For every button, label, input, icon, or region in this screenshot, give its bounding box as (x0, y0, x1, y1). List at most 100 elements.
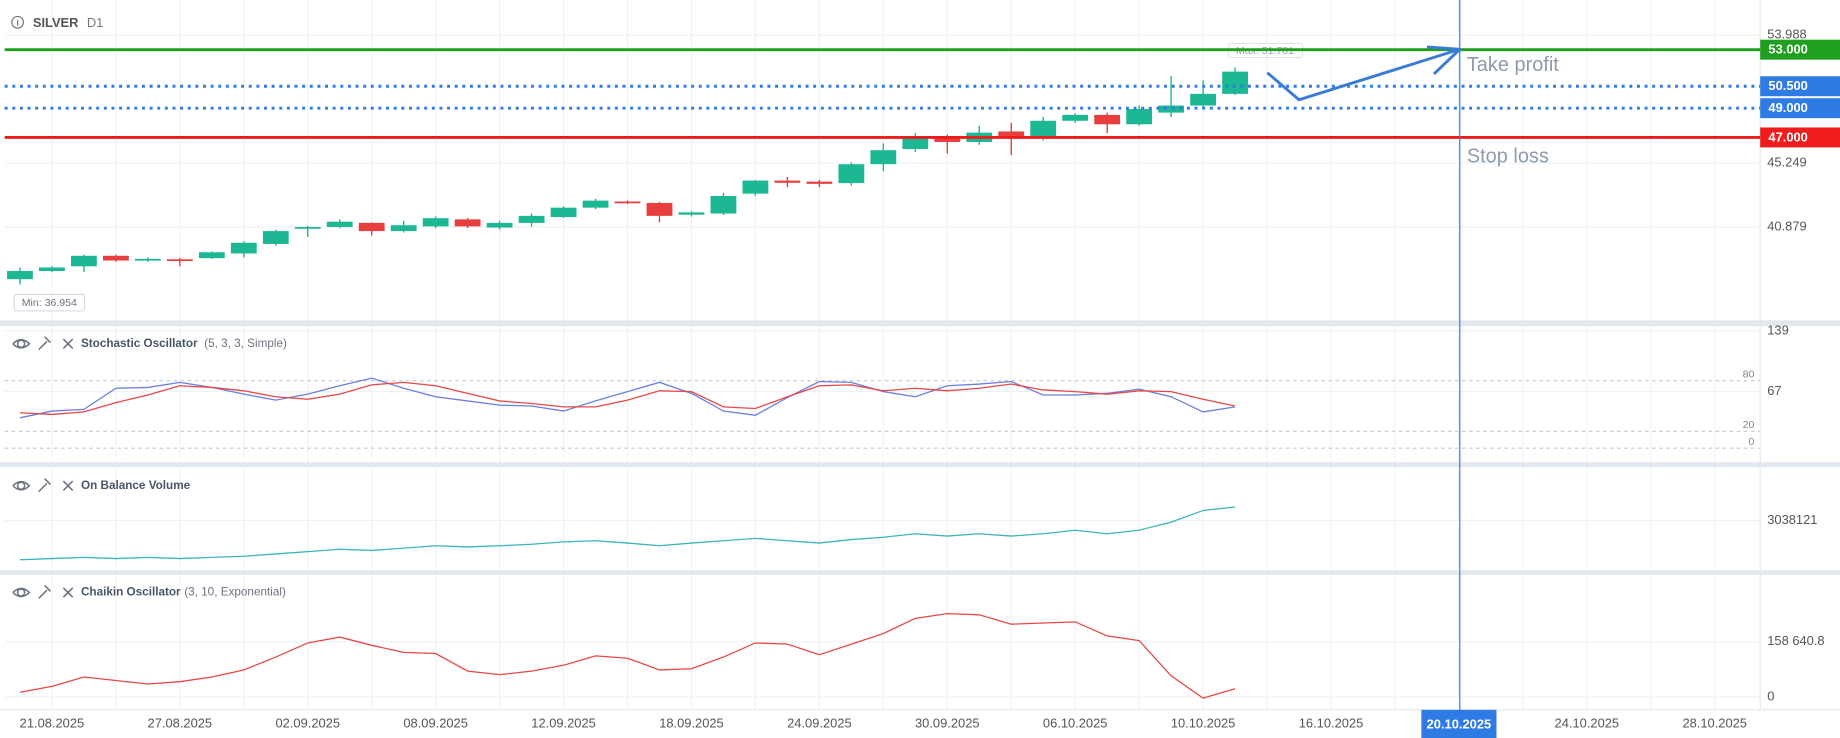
x-tick-label: 16.10.2025 (1299, 715, 1364, 730)
min-label: Min: 36.954 (22, 297, 77, 309)
settings-icon[interactable] (38, 478, 51, 493)
price-level-box (1760, 98, 1840, 119)
x-tick-label: 08.09.2025 (403, 715, 468, 730)
indicator-params: (5, 3, 3, Simple) (204, 337, 287, 350)
settings-icon[interactable] (38, 584, 51, 599)
eye-icon[interactable] (12, 338, 31, 349)
candle-body (742, 180, 769, 194)
x-tick-label: 24.09.2025 (787, 715, 852, 730)
x-tick-label: 18.09.2025 (659, 715, 724, 730)
candle-body (294, 226, 321, 229)
candle-body (358, 222, 385, 232)
candle-body (390, 225, 417, 232)
candle-body (1126, 109, 1153, 125)
indicator-line (19, 506, 1236, 561)
x-tick-label: 28.10.2025 (1682, 715, 1747, 730)
indicator-line (19, 381, 1236, 416)
candle-body (166, 259, 193, 262)
x-tick-label: 30.09.2025 (915, 715, 980, 730)
level-label: 20 (1743, 419, 1755, 431)
y-tick-label: 3038121 (1767, 512, 1817, 527)
candle-body (550, 207, 577, 218)
candle-body (486, 222, 513, 228)
obv-header: On Balance Volume (12, 478, 191, 493)
x-tick-label: 12.09.2025 (531, 715, 596, 730)
x-tick-label: 06.10.2025 (1043, 715, 1108, 730)
level-label: 0 (1748, 436, 1754, 448)
candle-body (774, 180, 801, 183)
pane-separator (0, 320, 1840, 327)
indicator-title: Stochastic Oscillator (81, 337, 198, 350)
marks (4, 48, 1761, 699)
indicator-params: (3, 10, Exponential) (184, 586, 286, 599)
candle-body (678, 212, 705, 215)
y-tick-label: 40.879 (1767, 218, 1806, 233)
x-tick-label: 10.10.2025 (1171, 715, 1236, 730)
chaikin-header: Chaikin Oscillator (3, 10, Exponential) (12, 584, 286, 599)
y-tick-label: 158 640.8 (1767, 633, 1824, 648)
candle-body (614, 201, 641, 204)
close-icon[interactable] (62, 587, 74, 598)
stop-loss-label: Stop loss (1467, 145, 1549, 167)
candle-body (422, 218, 449, 227)
price-level-box (1760, 39, 1840, 60)
candle-body (70, 255, 97, 267)
candle-body (1158, 105, 1185, 113)
x-tick-label: 24.10.2025 (1555, 715, 1620, 730)
candle-body (710, 195, 737, 214)
eye-icon[interactable] (12, 480, 31, 491)
take-profit-label: Take profit (1467, 54, 1559, 76)
pane-separator (0, 570, 1840, 575)
stochastic-header: Stochastic Oscillator (5, 3, 3, Simple) (12, 336, 287, 351)
candle-body (646, 202, 673, 216)
indicator-title: Chaikin Oscillator (81, 586, 181, 599)
candle-body (1030, 120, 1057, 137)
candle-body (998, 131, 1025, 137)
y-tick-label: 45.249 (1767, 154, 1806, 169)
price-level-label: 53.000 (1768, 42, 1807, 57)
y-tick-label: 67 (1767, 383, 1781, 398)
candle-body (230, 242, 257, 254)
close-icon[interactable] (62, 480, 74, 491)
indicator-line (19, 377, 1236, 419)
candle-body (902, 136, 929, 150)
price-level-label: 50.500 (1768, 78, 1807, 93)
settings-icon[interactable] (38, 336, 51, 351)
eye-icon[interactable] (12, 587, 31, 598)
candle-body (1062, 114, 1089, 121)
candle-body (1222, 71, 1248, 94)
candle-body (198, 252, 225, 259)
indicator-title: On Balance Volume (81, 479, 191, 492)
indicator-line (19, 612, 1236, 699)
candle-body (1190, 93, 1217, 106)
candle-body (39, 267, 65, 272)
close-icon[interactable] (62, 338, 74, 350)
candle-body (582, 200, 609, 208)
candle-body (1094, 114, 1121, 125)
y-tick-label: 53.988 (1767, 27, 1806, 42)
candle-body (262, 231, 289, 244)
x-tick-label: 02.09.2025 (275, 715, 340, 730)
candle-body (934, 137, 961, 142)
x-tick-label: 20.10.2025 (1427, 717, 1492, 732)
candle-body (454, 219, 481, 227)
candle-body (838, 164, 865, 184)
axis: 21.08.2025 27.08.2025 02.09.2025 08.09.2025… (20, 27, 1840, 738)
x-tick-label: 21.08.2025 (20, 715, 85, 730)
candle-body (806, 181, 833, 184)
cursor-date-box (1421, 709, 1497, 738)
price-level-label: 47.000 (1768, 129, 1807, 144)
price-level-box (1760, 127, 1840, 148)
level-label: 80 (1743, 369, 1755, 381)
candle-body (518, 215, 545, 223)
timeframe: D1 (87, 15, 103, 30)
info-icon[interactable] (11, 15, 25, 29)
candle-body (326, 221, 353, 227)
candle-body (102, 255, 129, 261)
candle-body (7, 271, 33, 280)
price-level-label: 49.000 (1768, 100, 1807, 115)
pane-separator (0, 462, 1840, 467)
